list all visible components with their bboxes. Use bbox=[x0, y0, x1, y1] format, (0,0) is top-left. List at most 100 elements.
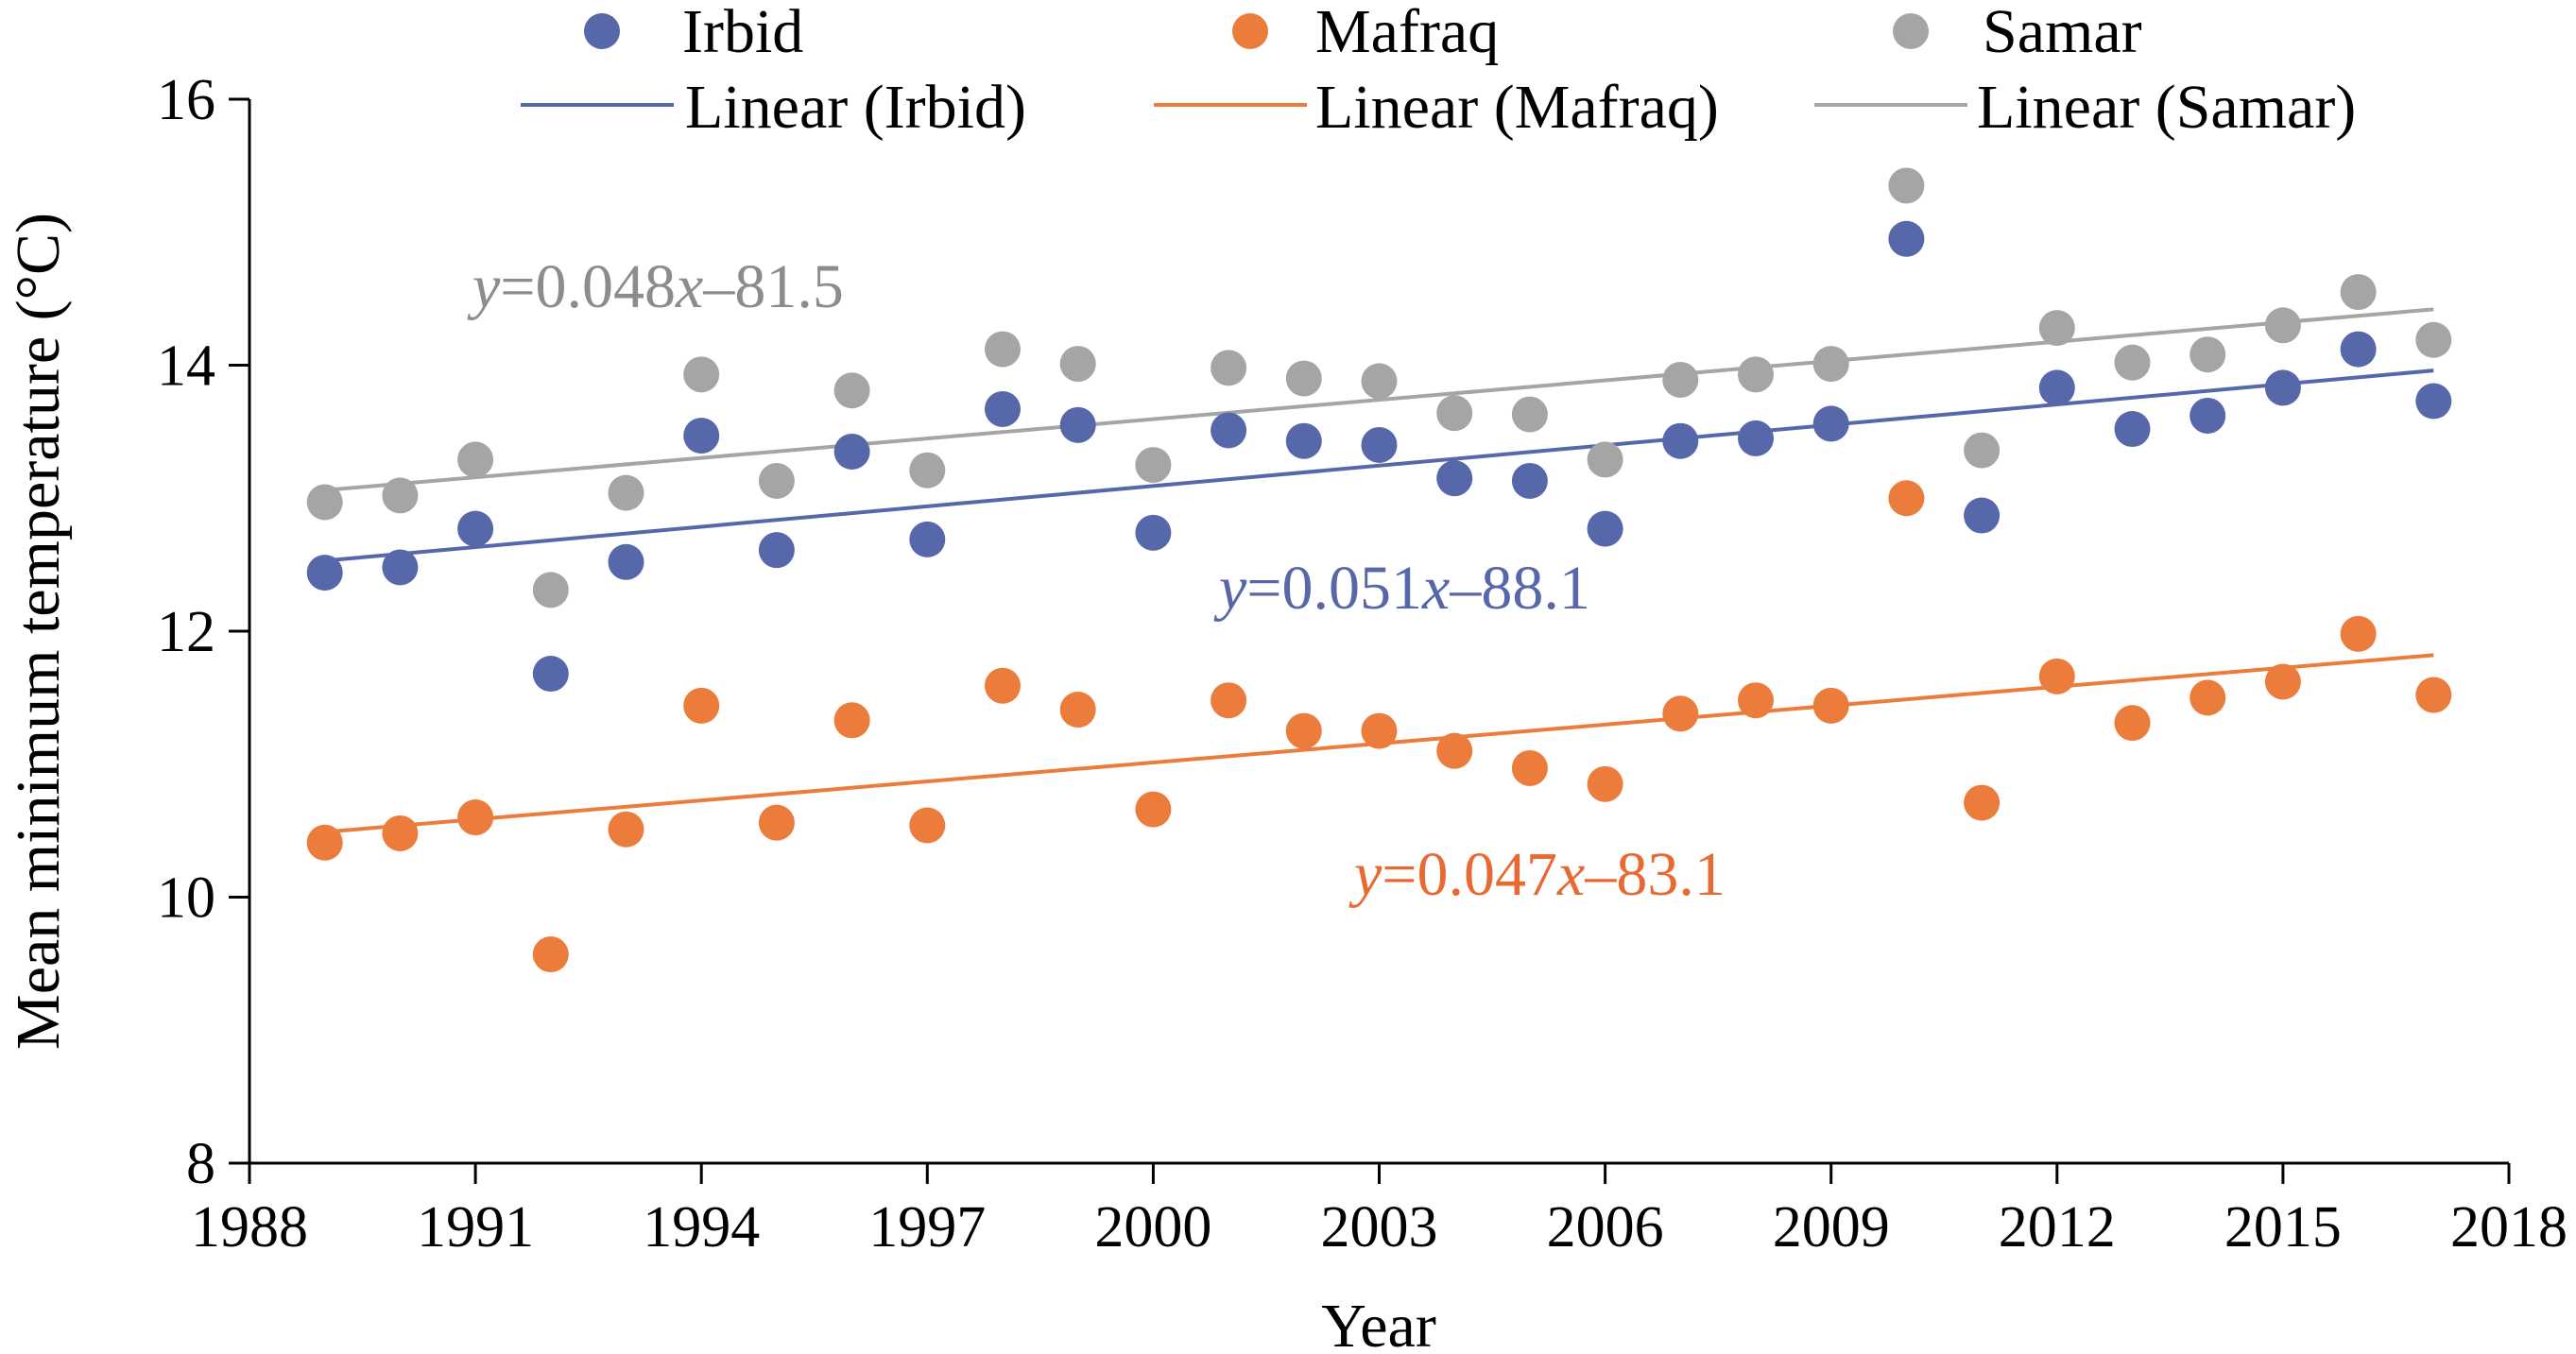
point-irbid bbox=[1964, 497, 2001, 534]
point-mafraq bbox=[2340, 615, 2377, 652]
point-irbid bbox=[457, 510, 494, 547]
data-points bbox=[306, 167, 2452, 973]
point-samar bbox=[2264, 307, 2301, 344]
y-tick-label: 8 bbox=[186, 1132, 215, 1196]
point-mafraq bbox=[1662, 695, 1699, 732]
x-tick-label: 2012 bbox=[1999, 1195, 2116, 1260]
point-irbid bbox=[2415, 383, 2452, 420]
x-tick-label: 2015 bbox=[2224, 1195, 2342, 1260]
legend-label-irbid: Irbid bbox=[682, 0, 803, 66]
point-irbid bbox=[683, 418, 720, 454]
point-samar bbox=[1738, 356, 1774, 393]
point-samar bbox=[1662, 361, 1699, 398]
x-ticks: 1988 1991 1994 1997 2000 2003 2006 2009 2012 2015… bbox=[191, 1163, 2567, 1260]
point-irbid bbox=[2264, 369, 2301, 406]
point-irbid bbox=[1361, 426, 1398, 463]
point-mafraq bbox=[2415, 677, 2452, 713]
point-samar bbox=[2190, 336, 2226, 373]
point-samar bbox=[1888, 167, 1925, 204]
point-samar bbox=[382, 477, 419, 514]
legend-label-linear-samar: Linear (Samar) bbox=[1977, 73, 2356, 142]
y-axis-title: Mean minimum temperature (°C) bbox=[4, 213, 73, 1050]
legend-marker-irbid bbox=[584, 13, 620, 49]
point-samar bbox=[2114, 344, 2151, 381]
point-mafraq bbox=[1511, 749, 1548, 786]
point-samar bbox=[1587, 441, 1623, 478]
point-samar bbox=[532, 572, 569, 608]
point-samar bbox=[2415, 321, 2452, 358]
point-samar bbox=[909, 452, 946, 488]
x-tick-label: 1988 bbox=[191, 1195, 308, 1260]
x-tick-label: 1991 bbox=[417, 1195, 534, 1260]
point-samar bbox=[608, 474, 644, 511]
point-irbid bbox=[833, 433, 870, 470]
legend-marker-mafraq bbox=[1232, 13, 1268, 49]
point-irbid bbox=[1285, 422, 1322, 459]
point-mafraq bbox=[683, 687, 720, 724]
point-samar bbox=[1211, 350, 1247, 386]
point-mafraq bbox=[2264, 663, 2301, 700]
point-mafraq bbox=[833, 702, 870, 739]
point-irbid bbox=[909, 521, 946, 557]
trend-line-irbid bbox=[324, 368, 2434, 563]
point-mafraq bbox=[1812, 687, 1849, 724]
point-irbid bbox=[1511, 462, 1548, 499]
point-irbid bbox=[1888, 220, 1925, 257]
point-irbid bbox=[1738, 420, 1774, 456]
point-mafraq bbox=[1888, 480, 1925, 517]
y-ticks: 8 10 12 14 16 bbox=[157, 68, 249, 1196]
point-samar bbox=[1812, 346, 1849, 383]
point-samar bbox=[1361, 363, 1398, 400]
point-irbid bbox=[2114, 411, 2151, 448]
legend-label-mafraq: Mafraq bbox=[1315, 0, 1499, 66]
equation-irbid: y=0.051x–88.1 bbox=[1213, 554, 1590, 623]
y-tick-label: 12 bbox=[157, 600, 215, 664]
point-samar bbox=[683, 356, 720, 393]
point-mafraq bbox=[2190, 679, 2226, 716]
y-tick-label: 14 bbox=[157, 334, 215, 399]
point-mafraq bbox=[1436, 732, 1473, 769]
point-mafraq bbox=[758, 804, 795, 841]
point-irbid bbox=[2340, 331, 2377, 368]
point-irbid bbox=[758, 532, 795, 569]
equation-irbid-y: y bbox=[1213, 554, 1247, 623]
equation-irbid-slope: =0.051 bbox=[1246, 554, 1422, 623]
point-samar bbox=[1511, 396, 1548, 433]
equation-mafraq-intercept: –83.1 bbox=[1584, 840, 1726, 909]
point-irbid bbox=[1135, 514, 1172, 551]
equation-samar-x: x bbox=[675, 252, 703, 321]
point-irbid bbox=[1436, 460, 1473, 497]
point-samar bbox=[758, 462, 795, 499]
legend: Irbid Mafraq Samar Linear (Irbid) Linear… bbox=[521, 0, 2356, 142]
equation-mafraq-x: x bbox=[1556, 840, 1585, 909]
point-irbid bbox=[985, 390, 1021, 427]
point-mafraq bbox=[909, 807, 946, 844]
point-samar bbox=[306, 484, 343, 521]
equation-irbid-x: x bbox=[1421, 554, 1450, 623]
x-axis-title: Year bbox=[1321, 1292, 1436, 1354]
point-irbid bbox=[608, 543, 644, 580]
equation-mafraq-y: y bbox=[1348, 840, 1382, 909]
point-irbid bbox=[306, 555, 343, 591]
point-irbid bbox=[382, 549, 419, 586]
point-samar bbox=[1964, 432, 2001, 469]
point-samar bbox=[1436, 395, 1473, 432]
equation-samar-intercept: –81.5 bbox=[702, 252, 844, 321]
legend-label-samar: Samar bbox=[1983, 0, 2142, 66]
point-samar bbox=[1059, 346, 1096, 383]
point-mafraq bbox=[1285, 712, 1322, 749]
equation-samar-y: y bbox=[467, 252, 501, 321]
point-irbid bbox=[1662, 422, 1699, 459]
point-mafraq bbox=[1738, 682, 1774, 719]
point-irbid bbox=[1059, 406, 1096, 443]
point-mafraq bbox=[457, 799, 494, 836]
equation-mafraq: y=0.047x–83.1 bbox=[1348, 840, 1726, 909]
point-samar bbox=[457, 441, 494, 478]
y-tick-label: 10 bbox=[157, 866, 215, 931]
point-mafraq bbox=[1135, 791, 1172, 828]
point-irbid bbox=[1587, 510, 1623, 547]
equation-irbid-intercept: –88.1 bbox=[1449, 554, 1590, 623]
point-mafraq bbox=[1361, 712, 1398, 749]
point-samar bbox=[1135, 447, 1172, 484]
